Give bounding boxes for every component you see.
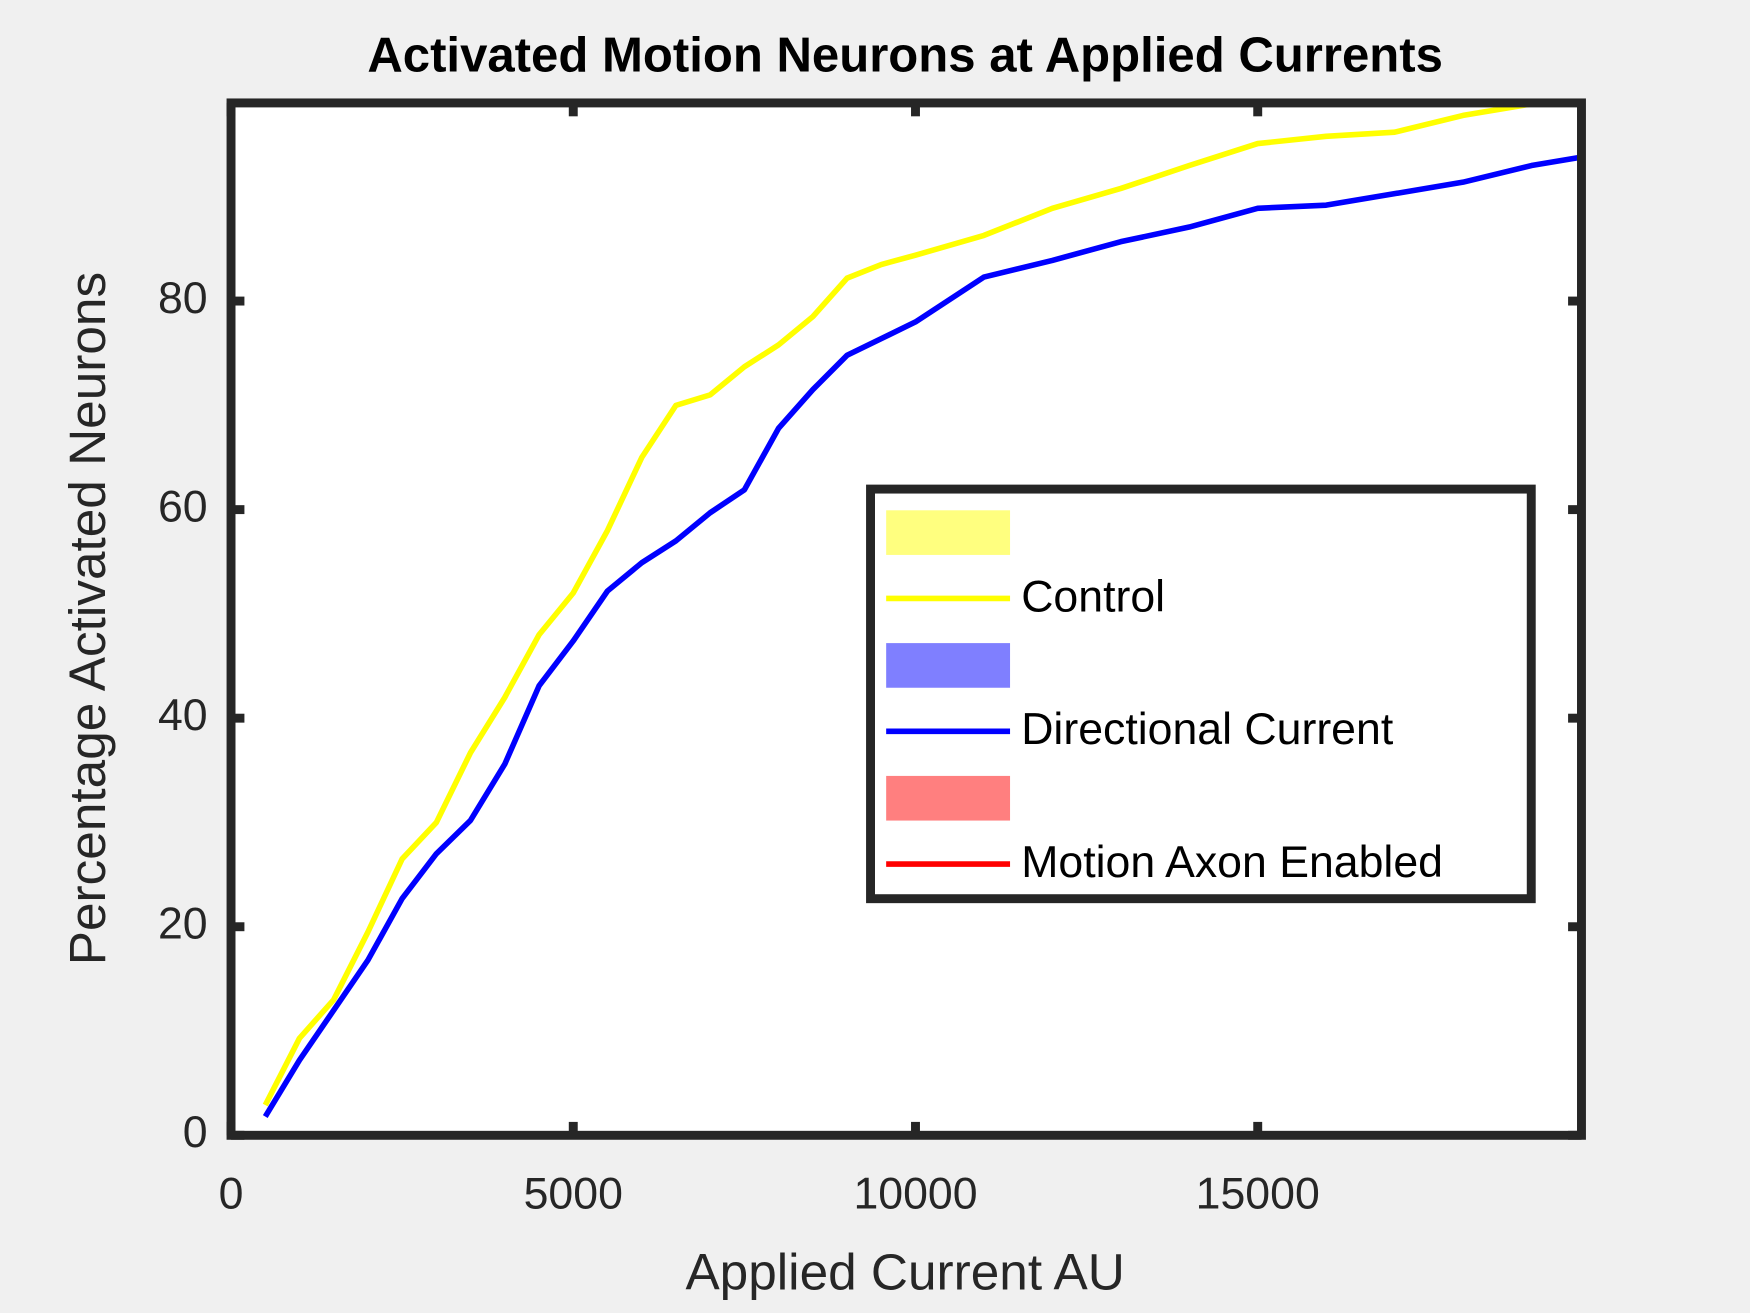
axes-frame: [226, 98, 1586, 1140]
legend-patch: [886, 510, 1011, 555]
y-axis-label: Percentage Activated Neurons: [59, 272, 116, 965]
y-tick-label: 80: [158, 274, 208, 323]
data-line: [262, 101, 1582, 1107]
legend-label: Control: [1021, 572, 1165, 621]
y-tick-label: 60: [158, 482, 208, 531]
legend-patch: [886, 775, 1011, 821]
legend-box: [866, 484, 1536, 904]
y-tick-label: 0: [183, 1108, 208, 1157]
y-tick-label: 40: [158, 691, 208, 740]
legend-label: Directional Current: [1021, 705, 1394, 754]
data-line: [262, 154, 1582, 1118]
chart-title: Activated Motion Neurons at Applied Curr…: [367, 28, 1443, 82]
x-tick-label: 10000: [853, 1169, 977, 1218]
x-tick-label: 0: [219, 1169, 244, 1218]
x-tick-label: 15000: [1196, 1169, 1320, 1218]
x-axis-label: Applied Current AU: [685, 1243, 1124, 1300]
legend: Control Directional Current Motion Axon En…: [866, 484, 1536, 904]
legend-label: Motion Axon Enabled: [1021, 838, 1443, 887]
legend-patch: [886, 643, 1011, 688]
y-tick-label: 20: [158, 900, 208, 949]
x-tick-label: 5000: [524, 1169, 623, 1218]
